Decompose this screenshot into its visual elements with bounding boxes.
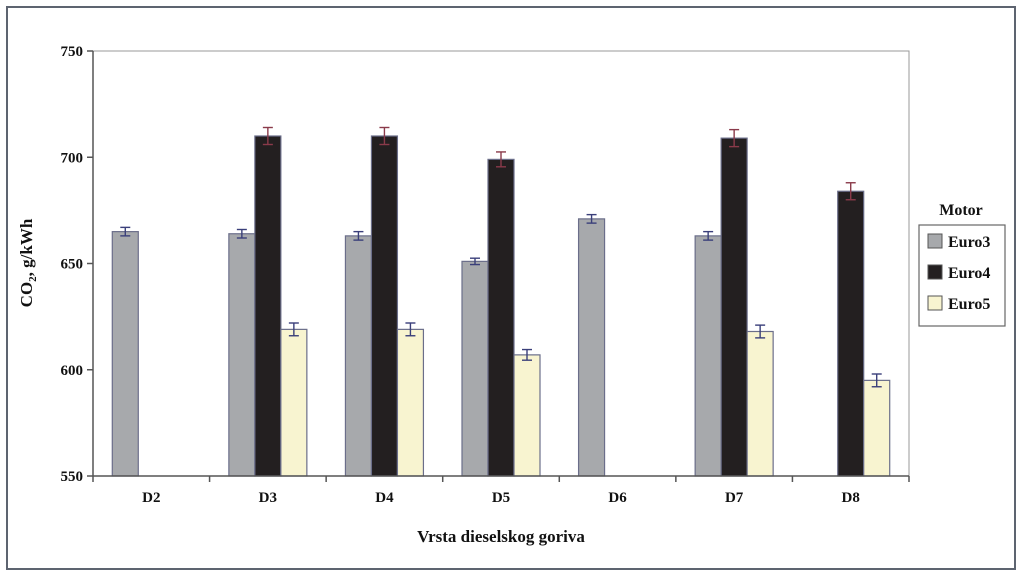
error-bar [496,151,506,168]
error-bar [586,213,597,224]
bar-euro5-d7 [746,330,774,477]
bar-euro5-d3 [280,328,308,477]
bar-euro5-d5 [513,354,541,477]
error-bar [262,126,273,146]
legend-title: Motor [939,202,983,219]
x-tick-label: D5 [492,490,510,506]
bar-euro3-d5 [461,260,489,477]
x-tick-label: D2 [142,490,160,506]
y-tick-label: 750 [61,44,84,60]
legend-swatch-euro5 [927,295,943,311]
y-axis-title-main: CO [17,282,36,308]
legend: Motor Euro3 Euro4 Euro5 [918,202,1006,327]
bar-euro4-d8 [837,190,865,477]
x-axis-title: Vrsta dieselskog goriva [417,527,585,546]
error-bar [288,322,299,337]
error-bar [703,230,714,241]
bar-euro4-d7 [720,137,748,477]
bar-euro3-d2 [111,231,139,477]
error-bar [379,126,390,146]
error-bar [729,128,740,148]
error-bar [236,228,247,239]
error-bar [871,373,882,388]
error-bar [120,226,131,237]
x-tick-label: D7 [725,490,744,506]
y-tick-label: 650 [61,257,84,273]
error-bar [353,230,364,241]
y-axis-title-unit: , g/kWh [17,218,36,276]
legend-label-euro5: Euro5 [948,296,990,313]
x-tick-label: D4 [375,490,394,506]
legend-swatch-euro4 [927,264,943,280]
bar-euro3-d4 [344,235,373,477]
bar-euro5-d8 [863,379,891,477]
bar-euro5-d4 [396,328,425,477]
error-bar [845,182,856,201]
error-bar [405,322,416,337]
bar-euro3-d6 [577,218,606,477]
y-tick-label: 550 [61,469,84,485]
error-bar [755,324,766,339]
bar-euro3-d7 [694,235,722,477]
y-tick-label: 600 [61,363,84,379]
legend-swatch-euro3 [927,233,943,249]
x-tick-label: D3 [259,490,277,506]
legend-label-euro4: Euro4 [948,265,990,282]
x-tick-label: D8 [842,490,860,506]
y-tick-label: 700 [61,150,84,166]
bar-euro4-d4 [370,135,399,477]
x-tick-label: D6 [608,490,627,506]
error-bar [470,257,480,266]
y-axis-title-subscript: 2 [27,276,39,282]
legend-label-euro3: Euro3 [948,234,990,251]
bar-euro4-d3 [254,135,282,477]
bar-euro4-d5 [487,158,515,477]
y-axis-title: CO2, g/kWh [17,218,39,307]
bar-euro3-d3 [228,233,256,477]
error-bar [522,348,532,361]
